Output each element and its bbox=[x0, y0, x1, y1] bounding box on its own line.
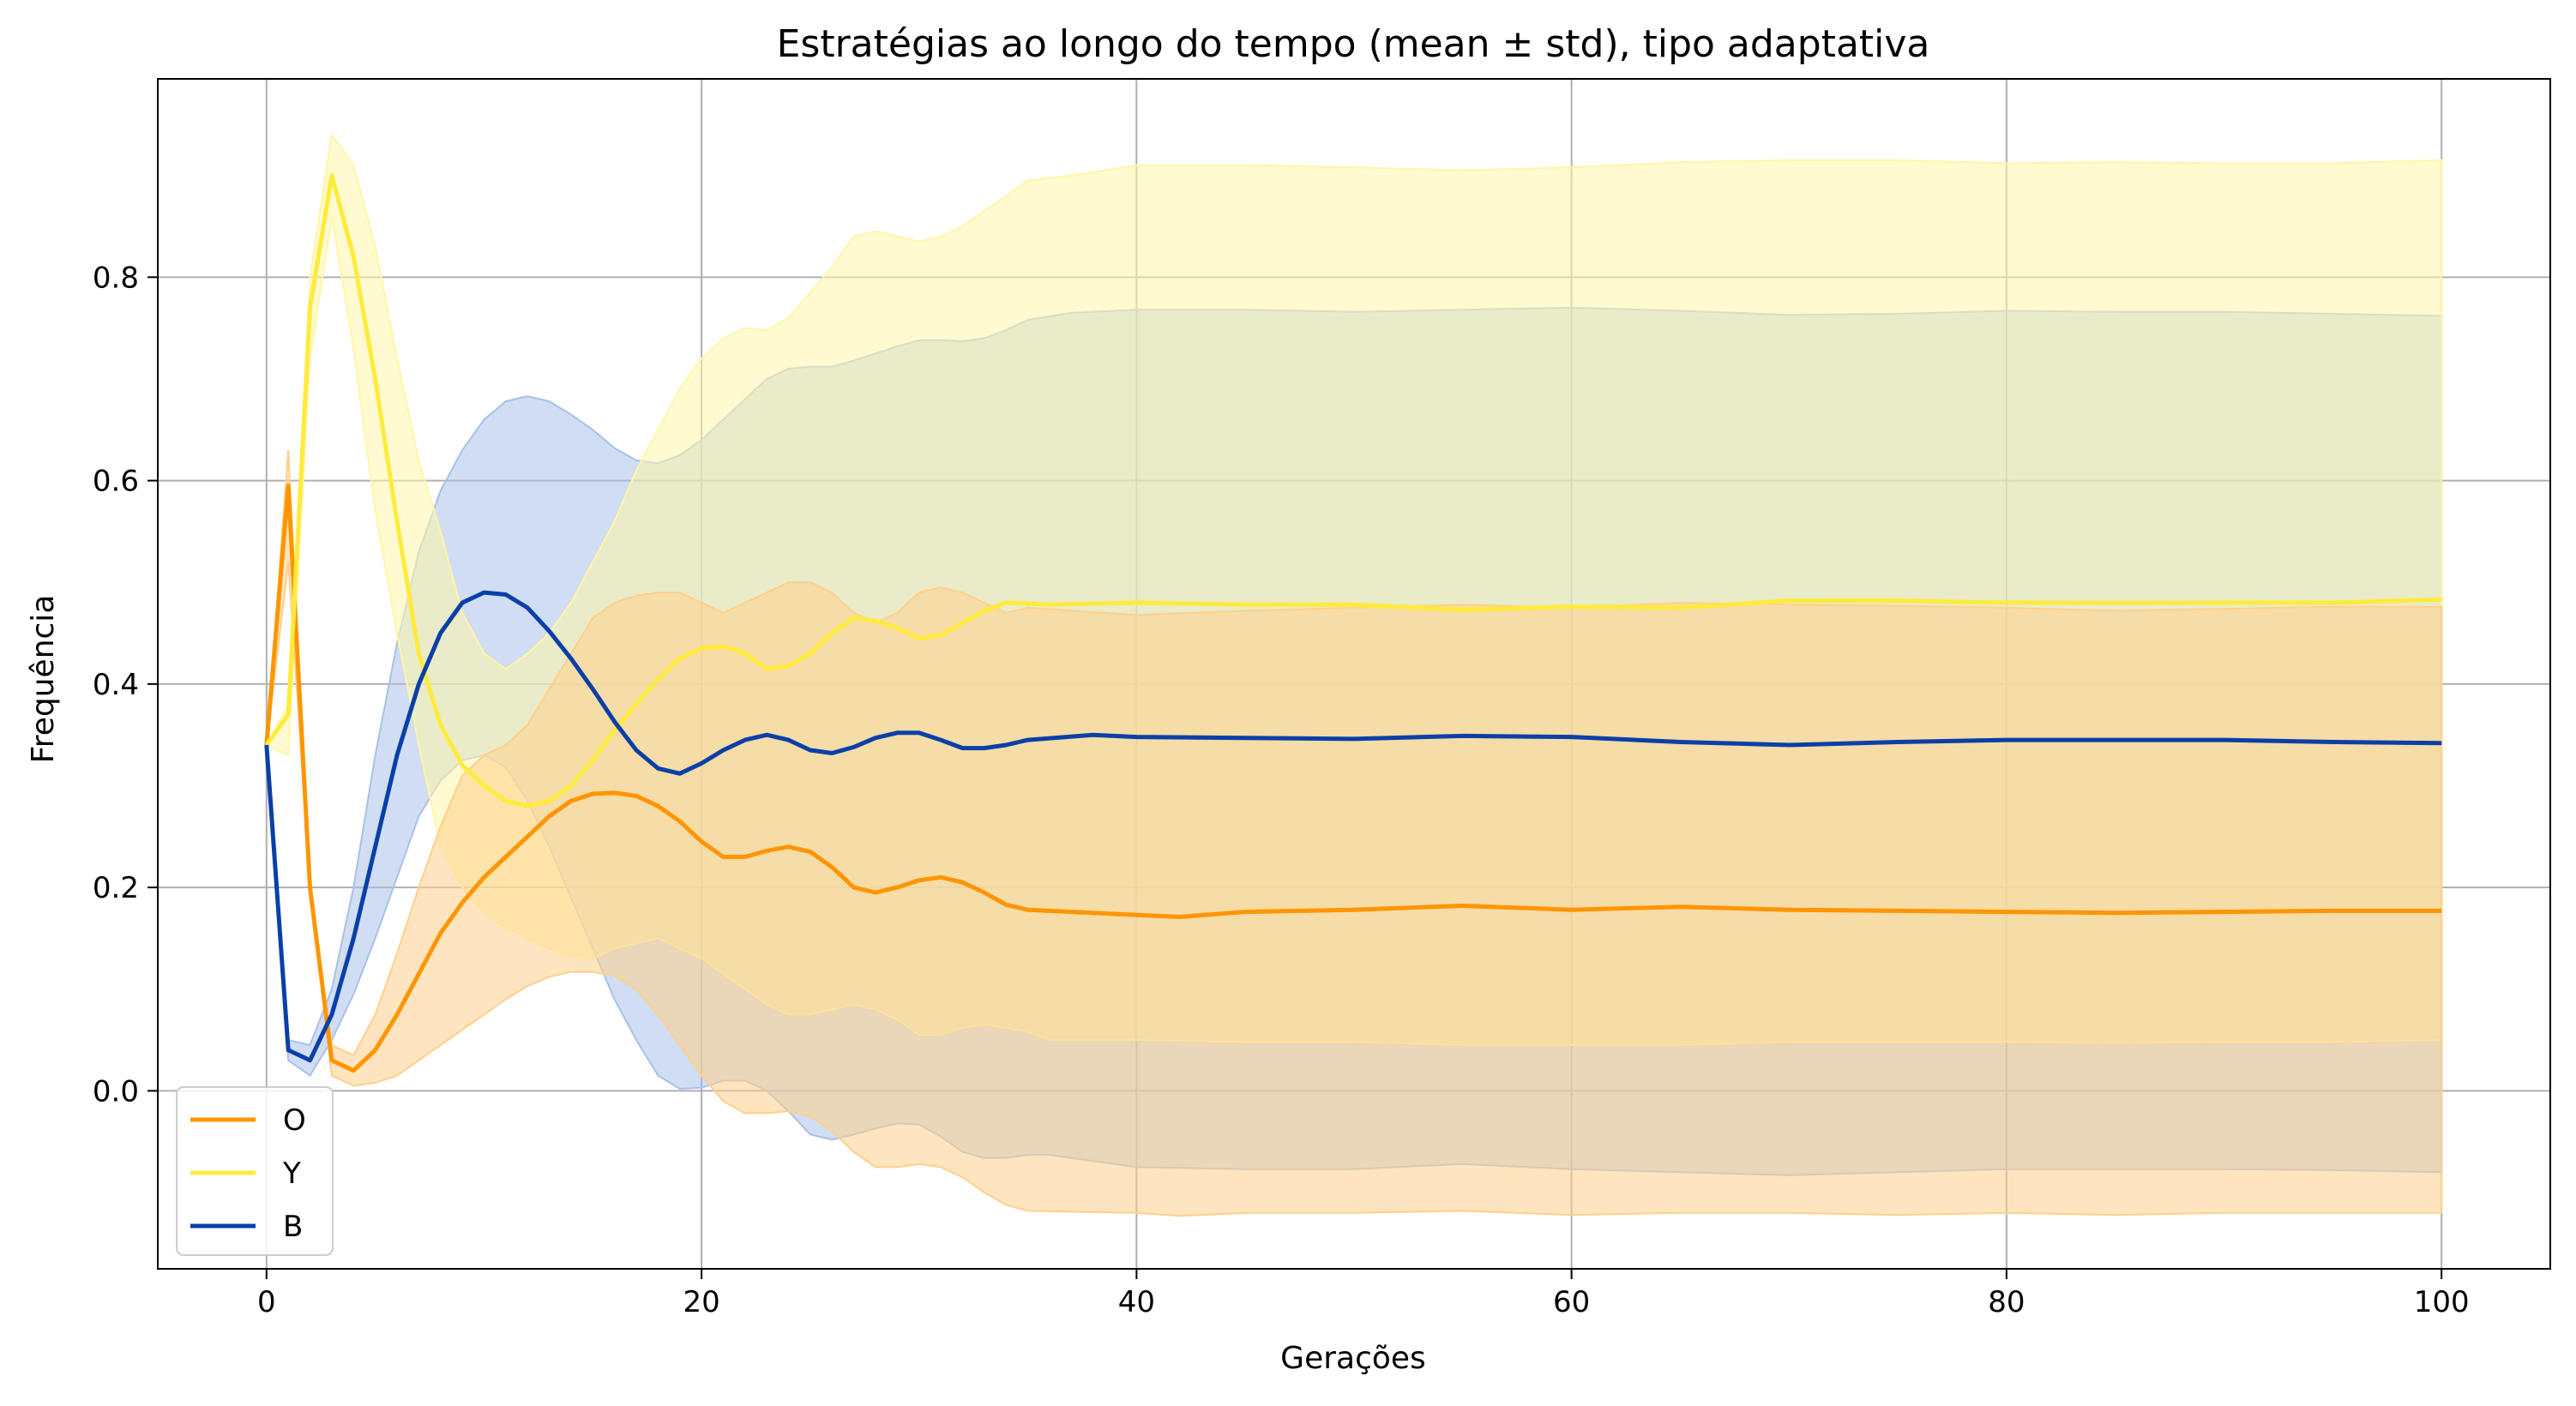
axis-ticks: 0 20 40 60 80 100 0.0 0.2 0.4 0.6 0.8 bbox=[93, 261, 2470, 1319]
x-tick-label: 0 bbox=[257, 1285, 276, 1319]
legend-label-o: O bbox=[283, 1103, 306, 1138]
legend-label-b: B bbox=[283, 1210, 303, 1244]
x-tick-label: 20 bbox=[683, 1285, 719, 1319]
legend: OYB bbox=[176, 1086, 334, 1256]
chart-title: Estratégias ao longo do tempo (mean ± st… bbox=[777, 22, 1930, 66]
y-tick-label: 0.6 bbox=[93, 465, 139, 499]
series-line-o bbox=[264, 484, 2442, 1073]
y-tick-label: 0.0 bbox=[93, 1074, 139, 1109]
x-tick-label: 100 bbox=[2414, 1285, 2470, 1319]
y-tick-label: 0.4 bbox=[93, 668, 139, 702]
x-tick-label: 60 bbox=[1553, 1285, 1590, 1319]
y-tick-label: 0.2 bbox=[93, 871, 139, 905]
y-axis-label: Frequência bbox=[26, 595, 61, 764]
series-line-y bbox=[264, 173, 2442, 808]
x-tick-label: 40 bbox=[1118, 1285, 1155, 1319]
mean-lines bbox=[264, 173, 2442, 1073]
std-band-o bbox=[265, 449, 2443, 1217]
legend-label-y: Y bbox=[282, 1157, 301, 1191]
series-line-b bbox=[264, 590, 2442, 1063]
std-bands bbox=[265, 132, 2443, 1217]
plot-area-frame bbox=[157, 78, 2551, 1270]
x-axis-label: Gerações bbox=[1280, 1341, 1426, 1376]
x-tick-label: 80 bbox=[1988, 1285, 2025, 1319]
y-tick-label: 0.8 bbox=[93, 261, 139, 295]
